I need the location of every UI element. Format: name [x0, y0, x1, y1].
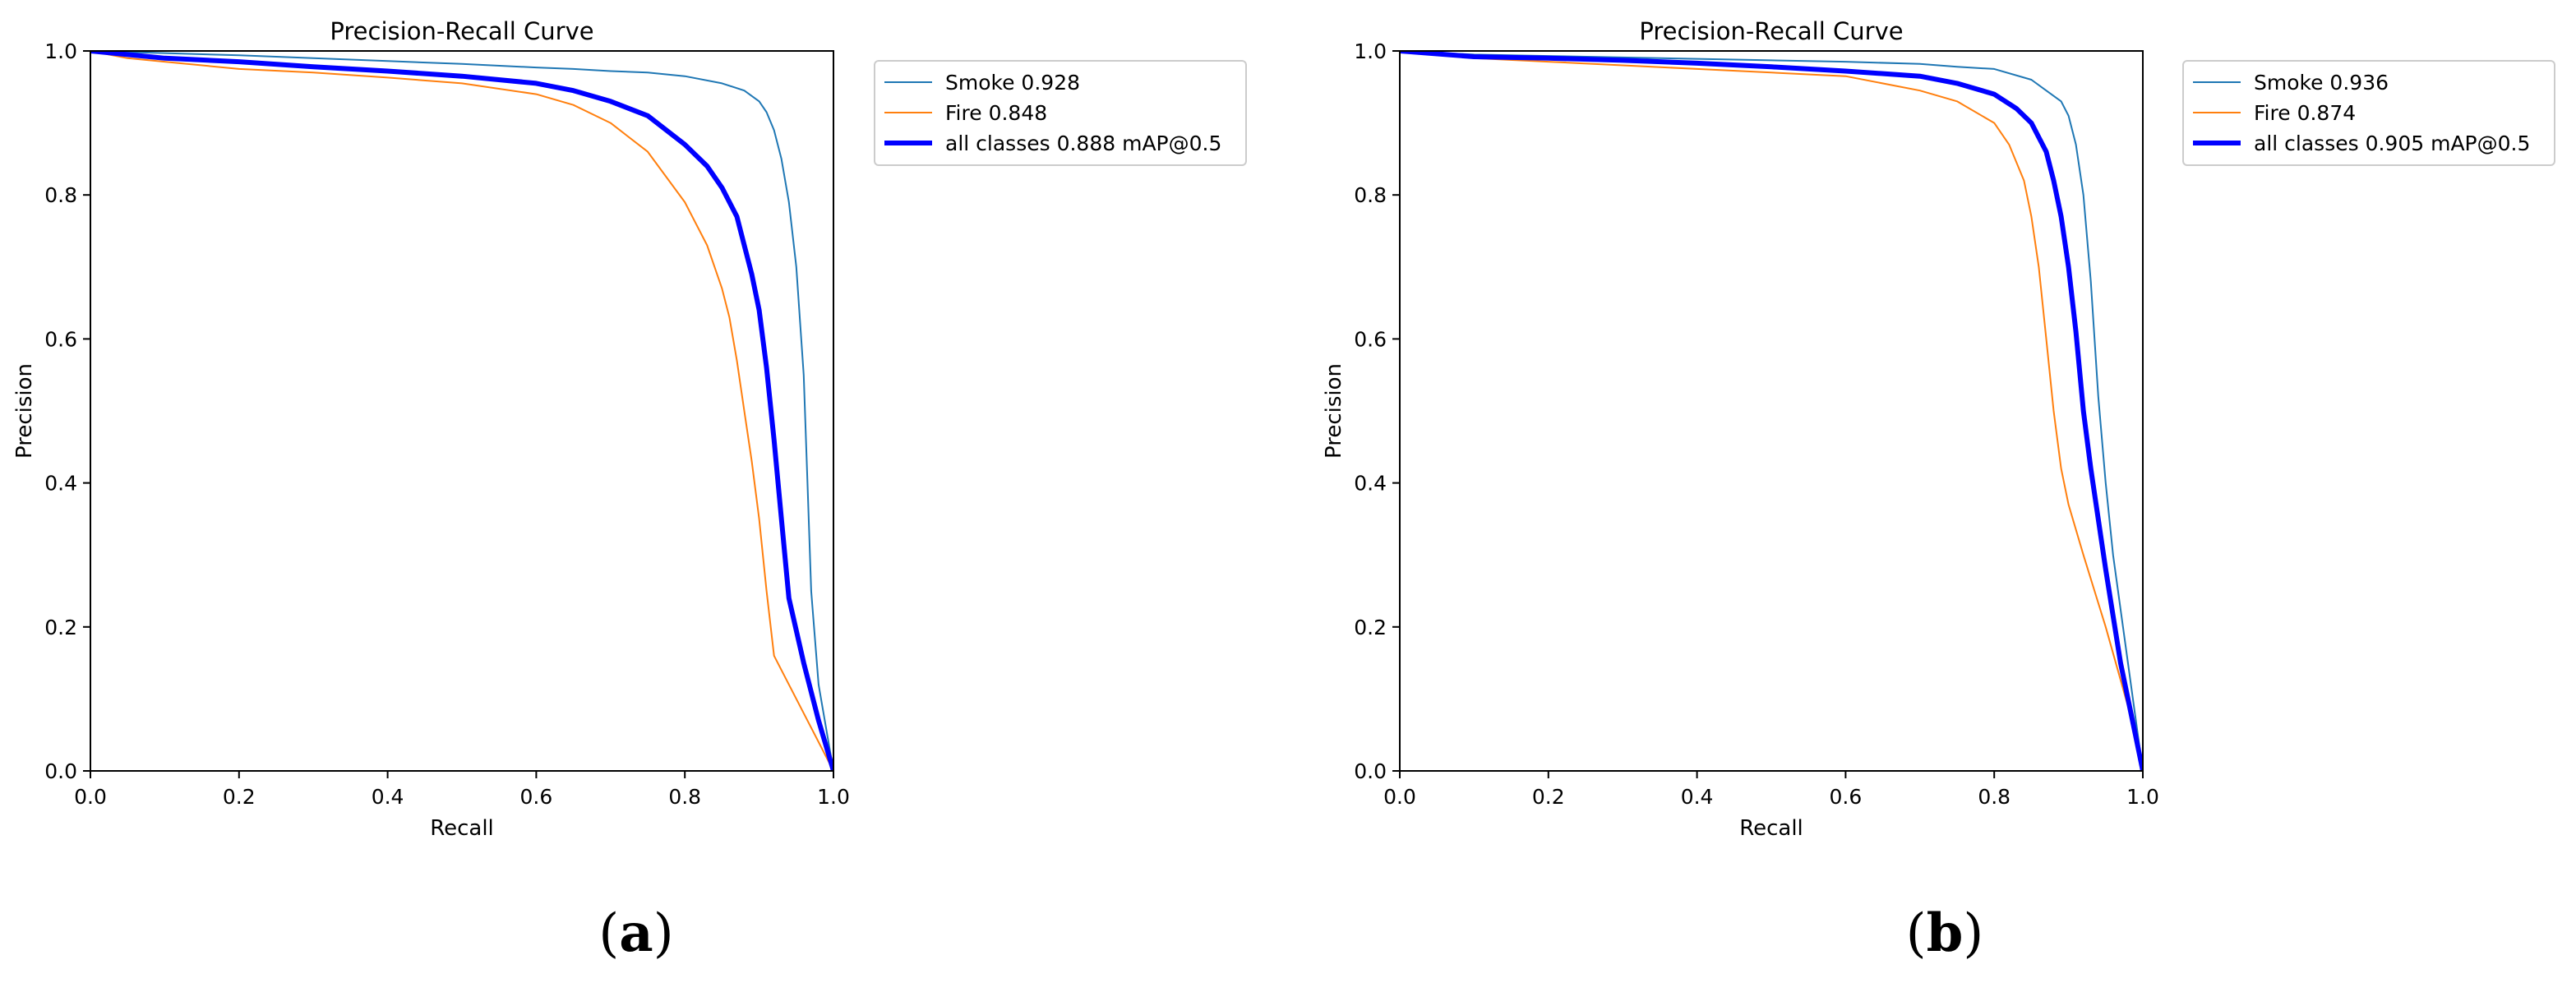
panel-a-legend: Smoke 0.928 Fire 0.848 all classes 0.888 m…	[874, 60, 1247, 166]
panel-a-xtick-label-3: 0.6	[520, 785, 553, 809]
panel-a-xtick-label-5: 1.0	[817, 785, 850, 809]
panel-a-series-1-line	[90, 51, 833, 771]
panel-b-xtick-label-1: 0.2	[1532, 785, 1565, 809]
panel-a-series-0-line	[90, 51, 833, 771]
panel-b-ytick-label-3: 0.6	[1354, 327, 1387, 351]
panel-a-title: Precision-Recall Curve	[330, 17, 593, 45]
panel-b-axes-frame	[1399, 50, 2144, 772]
panel-a-xtick-label-1: 0.2	[223, 785, 256, 809]
panel-b-legend-label-2: all classes 0.905 mAP@0.5	[2254, 131, 2530, 155]
panel-b-title: Precision-Recall Curve	[1639, 17, 1903, 45]
panel-b-ytick-label-5: 1.0	[1354, 39, 1387, 63]
panel-b-legend-label-0: Smoke 0.936	[2254, 71, 2389, 95]
panel-a-chart: Precision-Recall Curve 0.0 0.2 0.4 0.6 0.8 1.0…	[12, 17, 1247, 841]
panel-a-legend-label-2: all classes 0.888 mAP@0.5	[945, 131, 1221, 155]
panel-a-ytick-label-5: 1.0	[44, 39, 77, 63]
panel-caption-b-letter: b	[1926, 902, 1964, 964]
panel-a-ylabel: Precision	[12, 363, 37, 459]
panel-caption-a-letter: a	[619, 902, 653, 964]
panel-b-xtick-label-2: 0.4	[1681, 785, 1714, 809]
panel-a-xtick-label-0: 0.0	[74, 785, 107, 809]
panel-b-series-1-line	[1400, 51, 2143, 771]
panel-b-xlabel: Recall	[1739, 816, 1803, 841]
panel-b-series-2-line	[1400, 51, 2143, 771]
panel-b-ylabel: Precision	[1322, 363, 1346, 459]
panel-caption-a: (a)	[598, 902, 674, 964]
panel-b-series-0-line	[1400, 51, 2143, 771]
panel-b-xtick-label-5: 1.0	[2126, 785, 2159, 809]
panel-a-ytick-label-2: 0.4	[44, 472, 77, 496]
panel-a-ytick-label-1: 0.2	[44, 616, 77, 639]
panel-b-xtick-label-3: 0.6	[1830, 785, 1863, 809]
panel-a-legend-label-0: Smoke 0.928	[945, 71, 1080, 95]
panel-b-ytick-label-4: 0.8	[1354, 183, 1387, 207]
panel-b-chart: Precision-Recall Curve 0.0 0.2 0.4 0.6 0.8 1.0…	[1322, 17, 2555, 841]
panel-a-xlabel: Recall	[430, 816, 494, 841]
panel-a-xtick-label-2: 0.4	[372, 785, 404, 809]
panel-a-axes-frame	[90, 50, 834, 772]
panel-a-ytick-label-0: 0.0	[44, 759, 77, 783]
panel-caption-b: (b)	[1905, 902, 1984, 964]
panel-b-ytick-label-1: 0.2	[1354, 616, 1387, 639]
panel-a-xtick-label-4: 0.8	[668, 785, 701, 809]
panel-a-ytick-label-3: 0.6	[44, 327, 77, 351]
panel-a-series-2-line	[90, 51, 833, 771]
panel-b-legend: Smoke 0.936 Fire 0.874 all classes 0.905 m…	[2182, 60, 2555, 166]
panel-b-legend-frame	[2182, 60, 2555, 166]
panel-b-xtick-label-4: 0.8	[1978, 785, 2010, 809]
panel-b-ytick-label-0: 0.0	[1354, 759, 1387, 783]
panel-a-ytick-label-4: 0.8	[44, 183, 77, 207]
panel-b-ytick-label-2: 0.4	[1354, 472, 1387, 496]
panel-a-legend-frame	[874, 60, 1247, 166]
panel-a-legend-label-1: Fire 0.848	[945, 101, 1047, 125]
panel-b-legend-label-1: Fire 0.874	[2254, 101, 2356, 125]
panel-b-xtick-label-0: 0.0	[1383, 785, 1416, 809]
